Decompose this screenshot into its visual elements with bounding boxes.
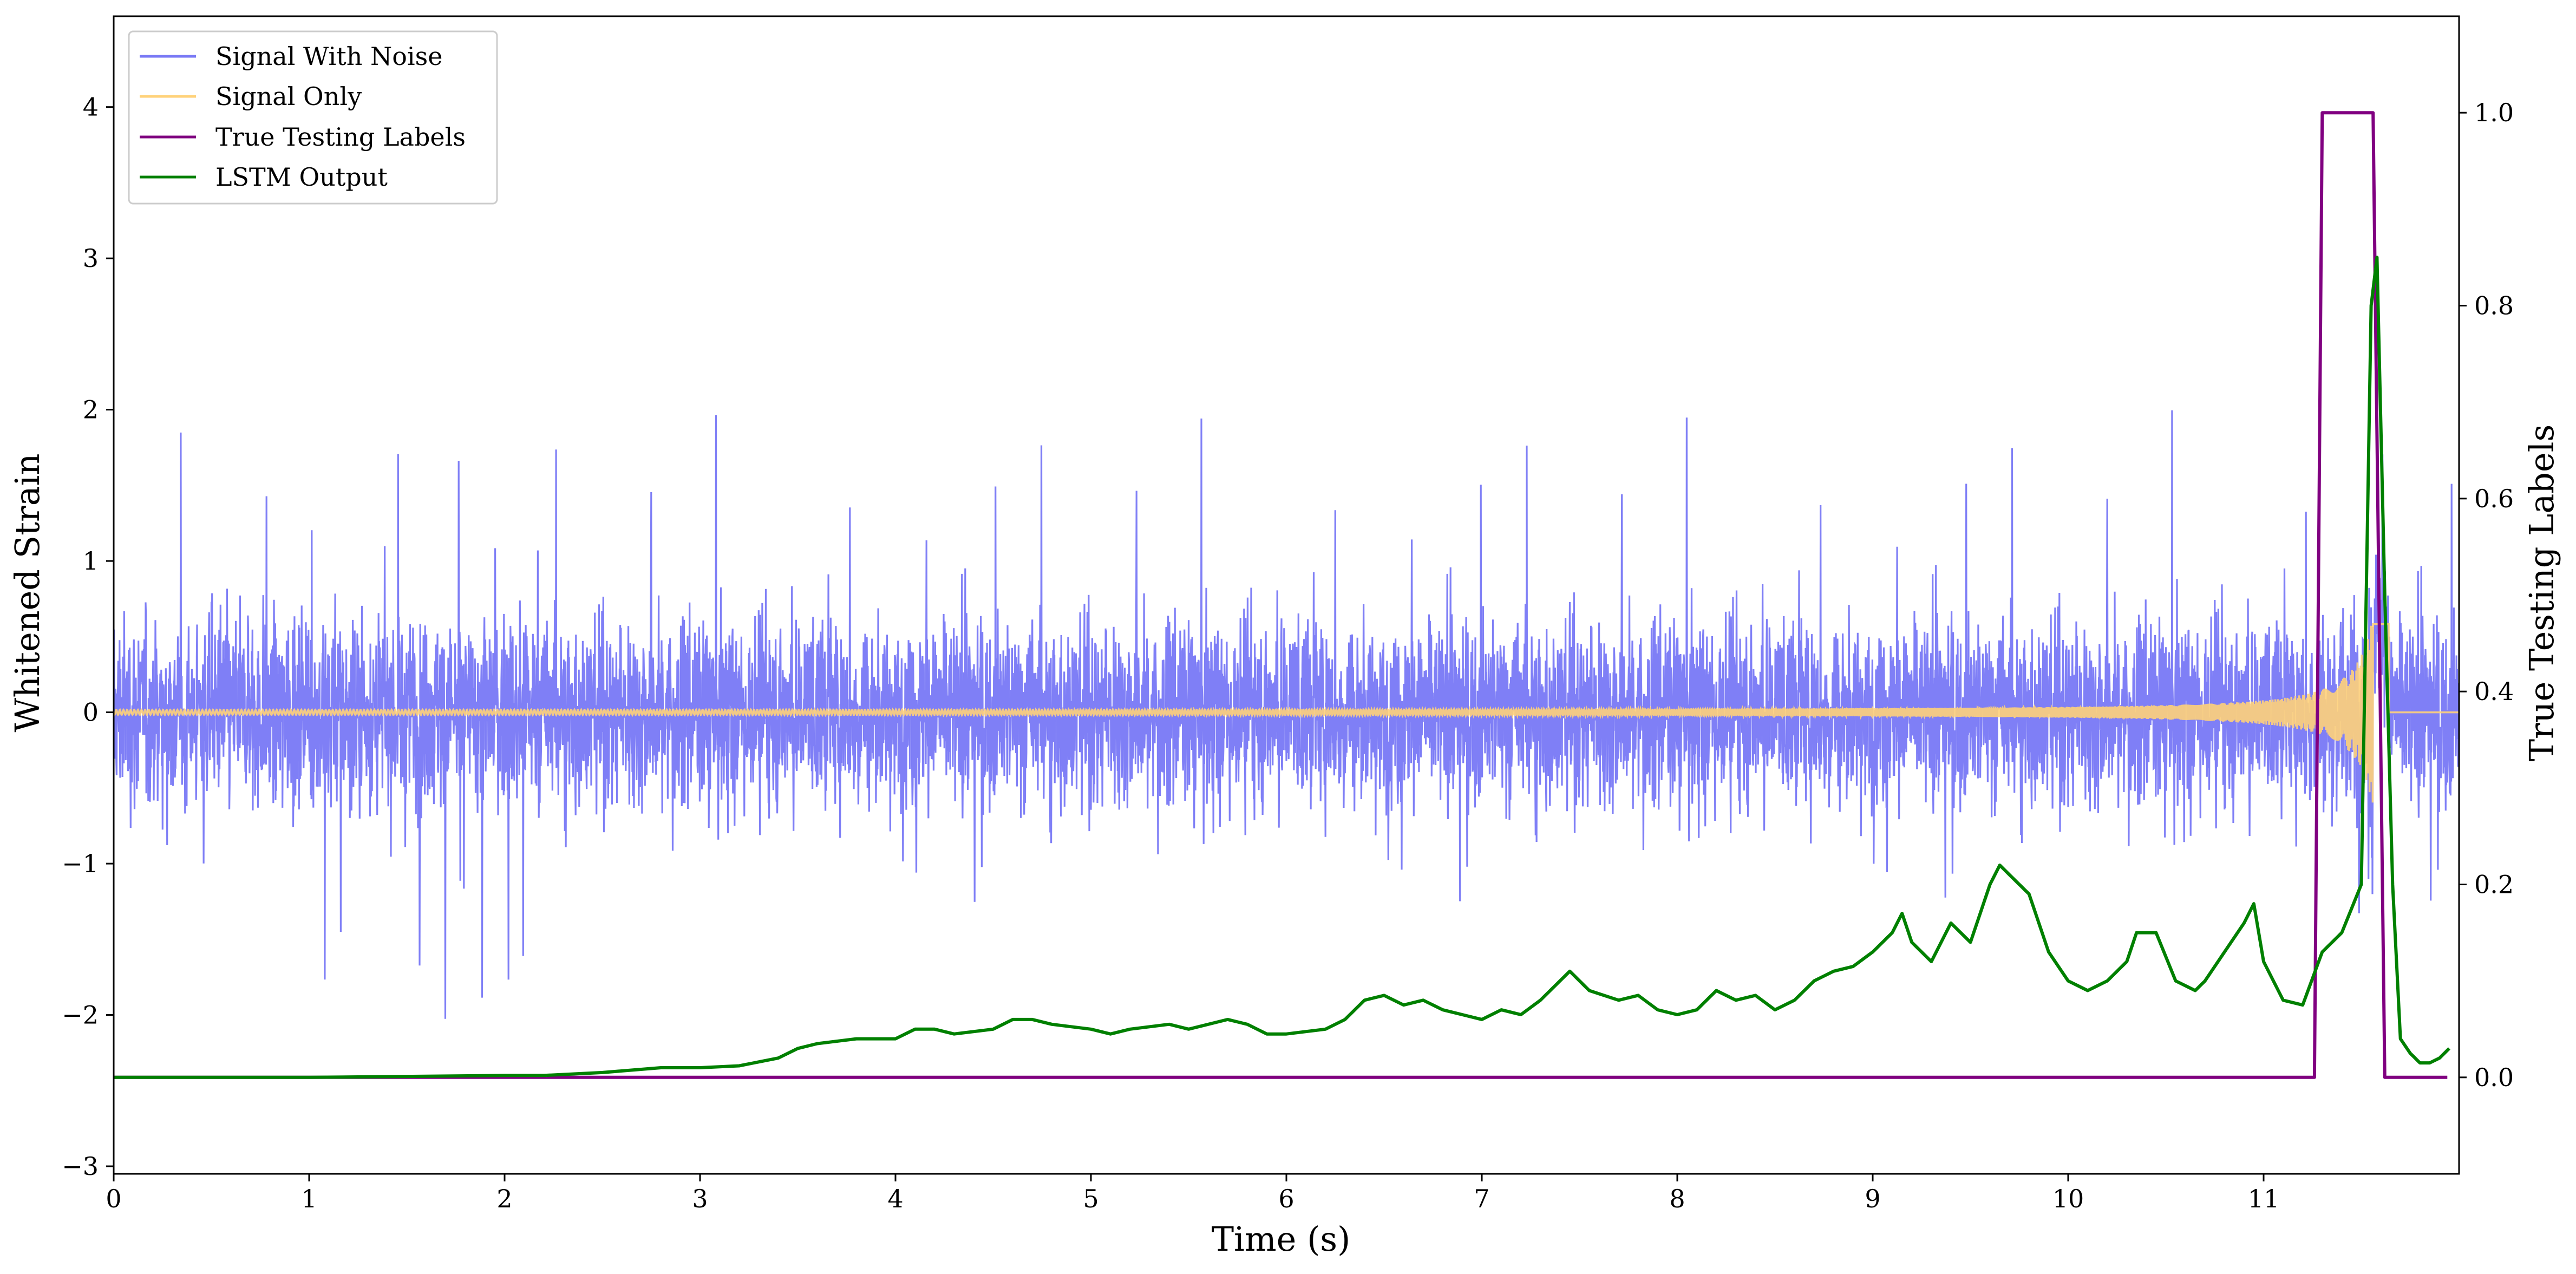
legend-label-true-testing-labels: True Testing Labels [215,122,466,152]
y-left-tick-label: 3 [83,244,99,273]
y-right-tick-label: 0.4 [2474,677,2514,706]
y-left-tick-label: 0 [83,698,99,727]
y-left-tick-label: 1 [83,546,99,576]
legend: Signal With Noise Signal Only True Testi… [128,30,498,205]
y-right-tick-label: 1.0 [2474,98,2514,127]
y-left-tick-label: 2 [83,395,99,424]
series-line-signal-only [114,623,2459,803]
x-tick-label: 1 [301,1184,317,1213]
x-axis-title: Time (s) [1212,1219,1351,1259]
y-right-tick-label: 0.8 [2474,291,2514,321]
y-left-axis-title: Whitened Strain [8,454,47,733]
x-tick-label: 4 [887,1184,903,1213]
series-line-signal-with-noise [114,410,2459,1019]
x-tick-label: 6 [1278,1184,1294,1213]
legend-label-signal-only: Signal Only [215,82,362,111]
y-left-axis: −3 −2 −1 0 1 2 3 4 [62,93,114,1181]
y-left-tick-label: −1 [62,849,99,878]
y-right-tick-label: 0.0 [2474,1063,2514,1092]
y-right-axis-title: True Testing Labels [2522,424,2561,762]
y-left-tick-label: 4 [83,93,99,122]
x-tick-label: 9 [1865,1184,1880,1213]
x-tick-label: 8 [1669,1184,1685,1213]
x-axis: 0 1 2 3 4 5 6 7 8 9 10 11 [106,1174,2279,1213]
legend-label-lstm-output: LSTM Output [215,162,388,192]
legend-label-signal-with-noise: Signal With Noise [215,42,442,71]
x-tick-label: 3 [692,1184,708,1213]
x-tick-label: 2 [496,1184,512,1213]
x-tick-label: 7 [1474,1184,1489,1213]
y-left-tick-label: −3 [62,1152,99,1181]
x-tick-label: 11 [2248,1184,2280,1213]
y-right-axis: 0.0 0.2 0.4 0.6 0.8 1.0 [2459,98,2514,1092]
series-layer [114,111,2459,1079]
series-line-lstm-output [114,256,2451,1079]
legend-frame [128,30,498,205]
y-right-tick-label: 0.2 [2474,870,2514,899]
x-tick-label: 0 [106,1184,121,1213]
x-tick-label: 10 [2052,1184,2084,1213]
y-left-tick-label: −2 [62,1001,99,1030]
series-line-true-testing-labels [114,111,2448,1079]
x-tick-label: 5 [1083,1184,1099,1213]
y-right-tick-label: 0.6 [2474,484,2514,513]
